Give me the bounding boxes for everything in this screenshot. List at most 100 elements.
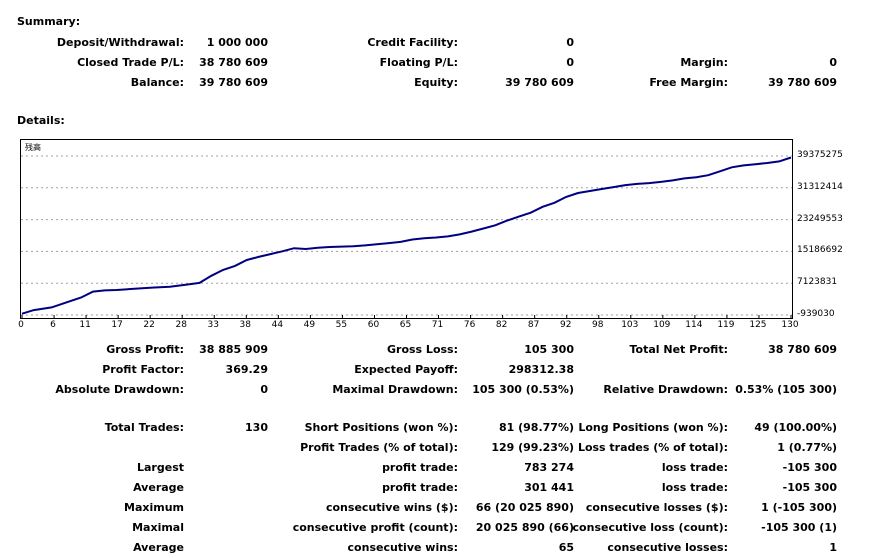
loss-trades-value: 1 (0.77%) xyxy=(777,441,837,454)
max-cons-wins-label: consecutive wins ($): xyxy=(325,501,458,514)
average2-label: Average xyxy=(133,541,184,554)
x-tick-label: 6 xyxy=(50,320,56,330)
x-tick-label: 92 xyxy=(559,320,572,330)
closed-pl-label: Closed Trade P/L: xyxy=(77,56,184,69)
net-profit-label: Total Net Profit: xyxy=(629,343,729,356)
average-profit-label: profit trade: xyxy=(382,481,458,494)
largest-profit-value: 783 274 xyxy=(524,461,574,474)
total-trades-label: Total Trades: xyxy=(104,421,184,434)
abs-drawdown-label: Absolute Drawdown: xyxy=(55,383,184,396)
free-margin-label: Free Margin: xyxy=(649,76,728,89)
y-tick-label: 15186692 xyxy=(797,245,843,256)
loss-trades-label: Loss trades (% of total): xyxy=(577,441,728,454)
deposit-value: 1 000 000 xyxy=(206,36,268,49)
max-cons-losses-label: consecutive losses ($): xyxy=(585,501,728,514)
x-tick-label: 109 xyxy=(653,320,671,330)
largest-label: Largest xyxy=(137,461,184,474)
closed-pl-value: 38 780 609 xyxy=(199,56,268,69)
x-tick-label: 17 xyxy=(111,320,123,330)
max-drawdown-label: Maximal Drawdown: xyxy=(332,383,458,396)
margin-label: Margin: xyxy=(680,56,728,69)
x-tick-label: 71 xyxy=(431,320,444,330)
average-loss-label: loss trade: xyxy=(661,481,728,494)
y-tick-label: 7123831 xyxy=(797,277,838,288)
average-profit-value: 301 441 xyxy=(524,481,574,494)
gross-loss-label: Gross Loss: xyxy=(387,343,458,356)
x-tick-label: 125 xyxy=(749,320,767,330)
largest-loss-label: loss trade: xyxy=(661,461,728,474)
x-tick-label: 76 xyxy=(463,320,476,330)
floating-value: 0 xyxy=(566,56,574,69)
y-tick-label: 31312414 xyxy=(797,181,843,192)
x-tick-label: 55 xyxy=(335,320,348,330)
largest-profit-label: profit trade: xyxy=(382,461,458,474)
free-margin-value: 39 780 609 xyxy=(768,76,837,89)
maximal-cons-loss-label: consecutive loss (count): xyxy=(572,521,728,534)
maximal-cons-profit-value: 20 025 890 (66) xyxy=(475,521,574,534)
rel-drawdown-label: Relative Drawdown: xyxy=(603,383,728,396)
x-tick-label: 87 xyxy=(527,320,540,330)
maximal-cons-profit-label: consecutive profit (count): xyxy=(292,521,458,534)
margin-value: 0 xyxy=(829,56,837,69)
x-tick-label: 28 xyxy=(175,320,187,330)
balance-chart-svg xyxy=(21,155,792,318)
profit-trades-label: Profit Trades (% of total): xyxy=(300,441,458,454)
balance-value: 39 780 609 xyxy=(199,76,268,89)
max-drawdown-value: 105 300 (0.53%) xyxy=(472,383,574,396)
credit-value: 0 xyxy=(566,36,574,49)
rel-drawdown-value: 0.53% (105 300) xyxy=(735,383,837,396)
avg-cons-wins-value: 65 xyxy=(558,541,574,554)
gross-profit-value: 38 885 909 xyxy=(199,343,268,356)
x-tick-label: 60 xyxy=(367,320,380,330)
x-tick-label: 82 xyxy=(495,320,508,330)
x-tick-label: 103 xyxy=(621,320,639,330)
expected-payoff-value: 298312.38 xyxy=(508,363,574,376)
avg-cons-losses-value: 1 xyxy=(829,541,837,554)
abs-drawdown-value: 0 xyxy=(260,383,268,396)
maximum-label: Maximum xyxy=(124,501,184,514)
x-tick-label: 98 xyxy=(592,320,604,330)
details-title: Details: xyxy=(17,114,65,127)
expected-payoff-label: Expected Payoff: xyxy=(354,363,458,376)
summary-title: Summary: xyxy=(17,15,81,28)
long-positions-label: Long Positions (won %): xyxy=(578,421,728,434)
x-tick-label: 44 xyxy=(271,320,284,330)
x-tick-label: 119 xyxy=(717,320,735,330)
avg-cons-wins-label: consecutive wins: xyxy=(347,541,458,554)
y-tick-label: 39375275 xyxy=(797,150,843,160)
equity-value: 39 780 609 xyxy=(505,76,574,89)
chart-series-tag: 残高 xyxy=(25,143,41,152)
profit-trades-value: 129 (99.23%) xyxy=(491,441,574,454)
x-tick-label: 49 xyxy=(303,320,316,330)
average-loss-value: -105 300 xyxy=(782,481,837,494)
deposit-label: Deposit/Withdrawal: xyxy=(56,36,184,49)
maximal-label: Maximal xyxy=(132,521,184,534)
x-tick-label: 38 xyxy=(239,320,252,330)
y-tick-label: 23249553 xyxy=(797,213,843,224)
x-tick-label: 130 xyxy=(781,320,799,330)
net-profit-value: 38 780 609 xyxy=(768,343,837,356)
maximal-cons-loss-value: -105 300 (1) xyxy=(761,521,837,534)
max-cons-losses-value: 1 (-105 300) xyxy=(761,501,837,514)
x-tick-label: 11 xyxy=(79,320,91,330)
profit-factor-label: Profit Factor: xyxy=(102,363,184,376)
short-positions-value: 81 (98.77%) xyxy=(498,421,574,434)
max-cons-wins-value: 66 (20 025 890) xyxy=(475,501,574,514)
x-tick-label: 114 xyxy=(685,320,703,330)
balance-chart xyxy=(20,139,793,319)
gross-loss-value: 105 300 xyxy=(524,343,574,356)
x-tick-label: 33 xyxy=(207,320,219,330)
balance-series-line xyxy=(21,156,792,315)
x-tick-label: 22 xyxy=(143,320,155,330)
largest-loss-value: -105 300 xyxy=(782,461,837,474)
total-trades-value: 130 xyxy=(245,421,268,434)
equity-label: Equity: xyxy=(414,76,458,89)
credit-label: Credit Facility: xyxy=(367,36,458,49)
average-label: Average xyxy=(133,481,184,494)
short-positions-label: Short Positions (won %): xyxy=(304,421,458,434)
profit-factor-value: 369.29 xyxy=(225,363,268,376)
balance-label: Balance: xyxy=(130,76,184,89)
floating-label: Floating P/L: xyxy=(379,56,458,69)
x-tick-label: 65 xyxy=(399,320,412,330)
gross-profit-label: Gross Profit: xyxy=(106,343,184,356)
